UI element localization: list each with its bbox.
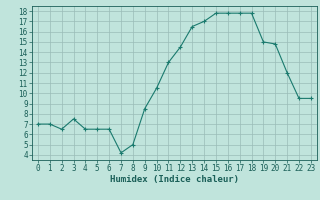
X-axis label: Humidex (Indice chaleur): Humidex (Indice chaleur) [110, 175, 239, 184]
